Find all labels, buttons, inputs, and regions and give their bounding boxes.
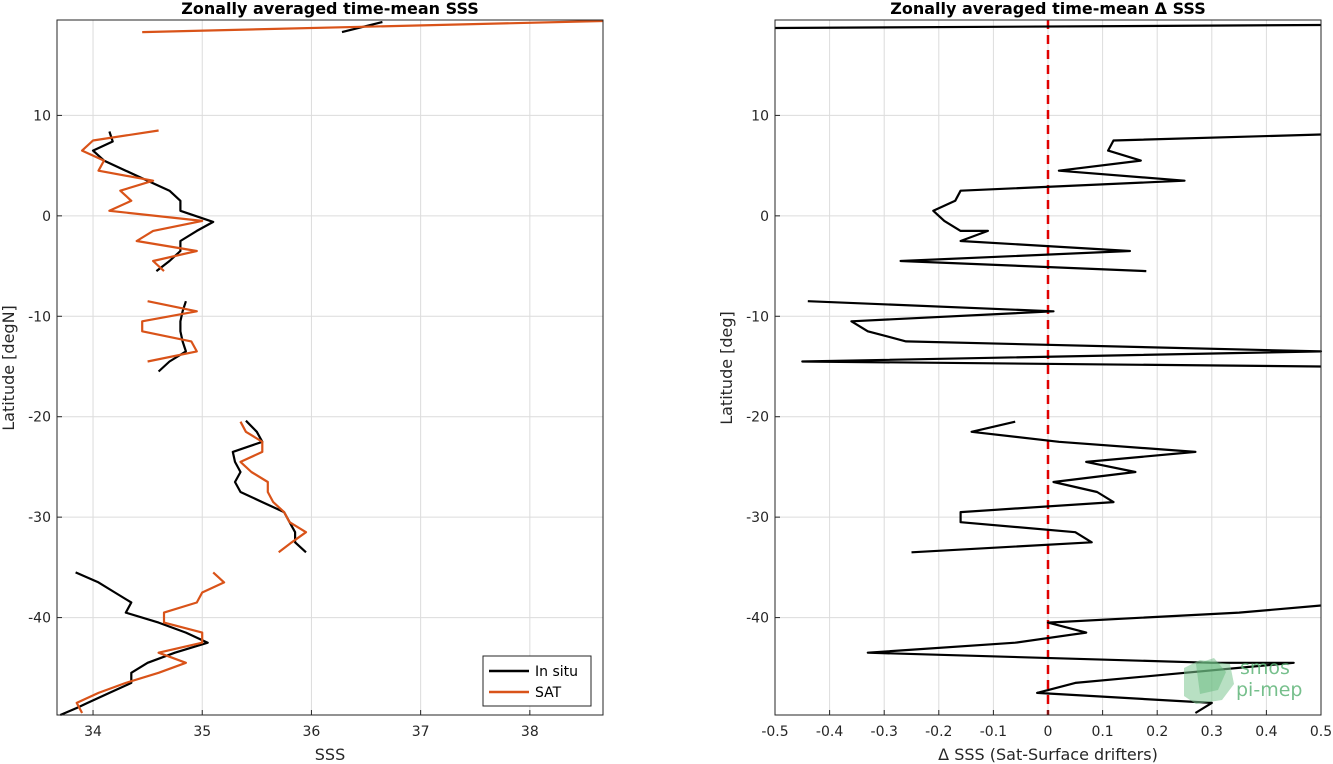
legend-sat-label: SAT: [535, 685, 562, 701]
right-y-tick-label: -30: [746, 510, 769, 526]
right-x-tick-label: -0.4: [816, 724, 843, 740]
logo-shape: [1184, 660, 1234, 704]
right-x-axis-label: Δ SSS (Sat-Surface drifters): [938, 745, 1158, 764]
right-y-tick-label: 0: [760, 209, 769, 225]
right-series-delta-line: [911, 420, 1197, 554]
right-x-tick-label: 0.2: [1146, 724, 1168, 740]
left-chart-title: Zonally averaged time-mean SSS: [181, 0, 479, 18]
left-plot-frame: [56, 19, 604, 716]
right-series-delta-line: [801, 300, 1323, 368]
right-x-tick-label: 0.1: [1091, 724, 1113, 740]
left-series-sat-line: [142, 19, 604, 34]
right-x-tick-label: 0.5: [1310, 724, 1332, 740]
left-x-tick-label: 38: [521, 724, 539, 740]
left-series-sat-line: [141, 300, 198, 363]
right-plot-lines: [774, 23, 1323, 714]
left-panel-sss: 34 35 36 37 38 -40 -30 -20 -10 0 10 Zonally avera…: [0, 0, 604, 764]
right-x-tick-label: 0.3: [1201, 724, 1223, 740]
left-series-sat-line: [75, 571, 226, 714]
left-y-tick-label: -30: [28, 510, 51, 526]
left-y-tick-label: -40: [28, 611, 51, 627]
left-y-tick-label: -10: [28, 309, 51, 325]
right-y-axis-label: Latitude [deg]: [717, 311, 736, 425]
legend-box: [482, 655, 592, 707]
legend-insitu-label: In situ: [535, 664, 578, 680]
logo-text-pi-mep: pi-mep: [1236, 679, 1302, 701]
left-x-tick-label: 34: [84, 724, 102, 740]
right-x-tick-label: -0.5: [761, 724, 788, 740]
right-y-tick-label: -40: [746, 611, 769, 627]
right-chart-title: Zonally averaged time-mean Δ SSS: [890, 0, 1206, 18]
legend: In situ SAT: [482, 655, 592, 707]
smos-pi-mep-logo: smos pi-mep: [1184, 657, 1302, 704]
right-y-ticks: -40 -30 -20 -10 0 10: [746, 108, 780, 627]
left-y-axis-label: Latitude [degN]: [0, 305, 18, 431]
left-x-tick-label: 36: [303, 724, 321, 740]
right-y-tick-label: 10: [751, 108, 769, 124]
right-x-tick-label: -0.3: [871, 724, 898, 740]
right-x-tick-label: 0.4: [1255, 724, 1277, 740]
right-x-tick-label: -0.2: [925, 724, 952, 740]
right-x-tick-label: 0: [1044, 724, 1053, 740]
left-grid: [57, 20, 603, 715]
right-panel-delta-sss: -0.5 -0.4 -0.3 -0.2 -0.1 0 0.1 0.2 0.3 0.4 0.5 -40…: [717, 0, 1332, 764]
left-y-tick-label: 0: [42, 209, 51, 225]
right-series-delta-line: [866, 604, 1322, 714]
right-y-tick-label: -10: [746, 309, 769, 325]
right-x-tick-label: -0.1: [980, 724, 1007, 740]
left-x-axis-label: SSS: [315, 745, 345, 764]
left-x-tick-label: 35: [193, 724, 211, 740]
left-series-in-situ-line: [59, 571, 209, 717]
left-y-ticks: -40 -30 -20 -10 0 10: [28, 108, 62, 627]
logo-text-smos: smos: [1240, 657, 1290, 679]
left-x-ticks: 34 35 36 37 38: [84, 710, 539, 740]
right-series-delta-line: [774, 23, 1322, 30]
logo-shape-inner: [1196, 658, 1226, 694]
left-series-in-situ-line: [231, 419, 307, 554]
left-series-sat-line: [239, 421, 308, 554]
left-y-tick-label: -20: [28, 410, 51, 426]
right-series-delta-line: [899, 133, 1322, 273]
left-plot-lines: [59, 19, 604, 717]
left-series-sat-line: [80, 129, 204, 272]
left-y-tick-label: 10: [33, 108, 51, 124]
left-x-tick-label: 37: [412, 724, 430, 740]
right-y-tick-label: -20: [746, 410, 769, 426]
right-x-ticks: -0.5 -0.4 -0.3 -0.2 -0.1 0 0.1 0.2 0.3 0.4 0.5: [761, 710, 1332, 740]
